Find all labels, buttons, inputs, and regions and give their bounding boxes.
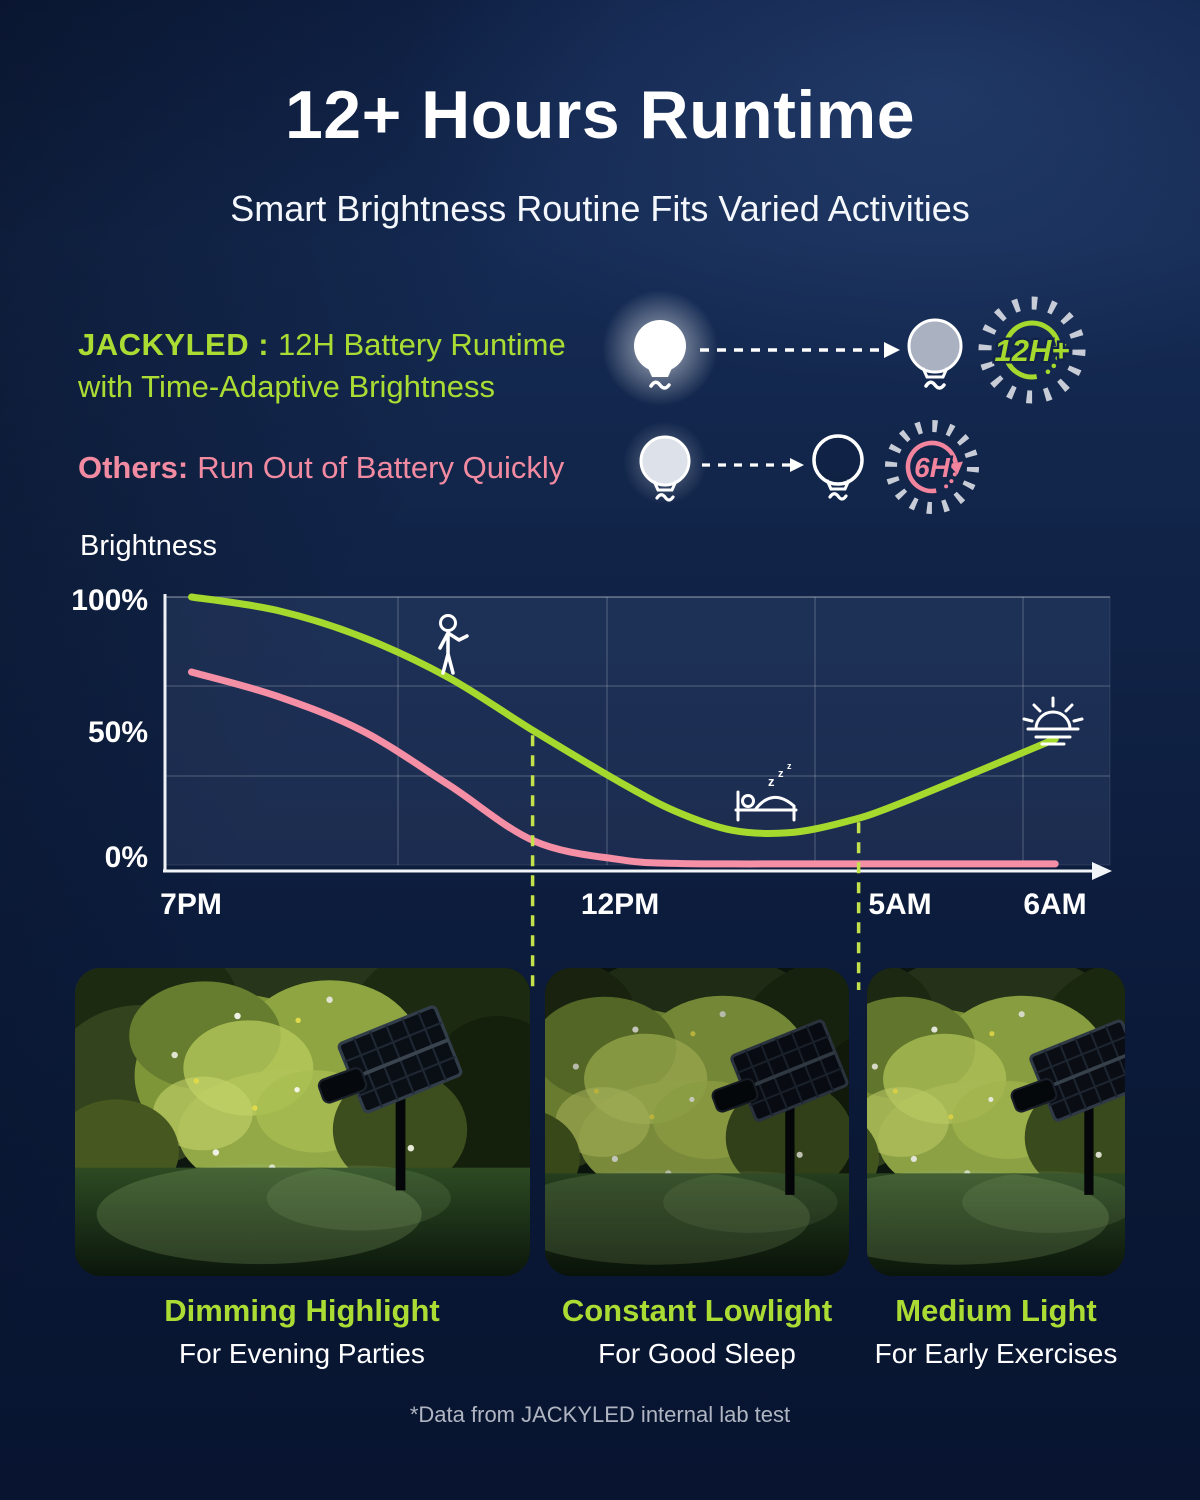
y-tick-50: 50% [87,716,148,749]
caption-subtitle: For Good Sleep [598,1338,796,1369]
12h-badge-label: 12H+ [995,333,1070,368]
arrowhead [790,458,804,472]
grid-lines [165,597,1110,865]
x-axis-arrowhead [1092,862,1112,880]
jackyled-curve [188,593,1059,838]
others-label: Others: [78,450,189,485]
semi-bright-bulb-icon [639,435,691,502]
dimmed-bulb-icon [907,318,963,390]
chart-plot-area [164,596,1111,866]
tick-burst-icon [885,420,979,514]
brand-claim-line1: 12H Battery Runtime [278,327,566,362]
sleeping-bed-icon: z z z [734,761,798,822]
sunrise-icon [1022,696,1084,746]
walking-person-icon [438,614,469,675]
y-tick-100: 100% [71,584,148,617]
y-tick-0: 0% [104,841,148,874]
12h-runtime-badge: 12H+ [978,296,1086,404]
x-tick-7pm: 7PM [160,888,222,921]
caption-constant-lowlight: Constant Lowlight For Good Sleep [562,1293,832,1370]
svg-text:z: z [768,774,775,789]
arrowhead [884,342,900,358]
caption-subtitle: For Early Exercises [874,1338,1118,1369]
svg-text:z: z [778,768,784,780]
x-tick-5am: 5AM [868,888,932,921]
caption-title: Medium Light [895,1293,1097,1328]
chart-title: Brightness [80,530,218,562]
photo-constant-lowlight [545,968,849,1276]
off-bulb-icon [812,434,864,501]
data-source-footnote: *Data from JACKYLED internal lab test [409,1402,791,1427]
brand-claim: JACKYLED :12H Battery Runtime with Time-… [78,324,566,408]
brand-name: JACKYLED : [78,327,270,362]
caption-dimming-highlight: Dimming Highlight For Evening Parties [164,1293,440,1370]
bulb-glow-soft [623,421,707,505]
bright-bulb-icon [634,320,686,390]
caption-medium-light: Medium Light For Early Exercises [875,1293,1118,1370]
page-subtitle: Smart Brightness Routine Fits Varied Act… [230,188,970,229]
others-claim-text: Run Out of Battery Quickly [197,450,565,485]
6h-runtime-badge: 6H [885,420,979,514]
photo-dimming-highlight [75,968,530,1276]
circular-arrow-icon [1002,320,1062,380]
x-tick-12pm: 12PM [580,888,660,921]
tick-burst-icon [978,296,1086,404]
circular-arrow-icon [905,440,958,494]
caption-title: Dimming Highlight [164,1293,440,1328]
page-title: 12+ Hours Runtime [284,77,916,153]
brand-claim-line2: with Time-Adaptive Brightness [78,369,495,404]
caption-title: Constant Lowlight [561,1293,833,1328]
svg-text:z: z [787,761,792,771]
photo-medium-light [867,968,1125,1276]
6h-badge-label: 6H [914,452,951,483]
bulb-glow [602,290,718,406]
x-tick-6am: 6AM [1023,888,1087,921]
others-curve [188,668,1059,868]
caption-subtitle: For Evening Parties [179,1338,425,1369]
others-claim: Others: Run Out of Battery Quickly [78,450,564,486]
